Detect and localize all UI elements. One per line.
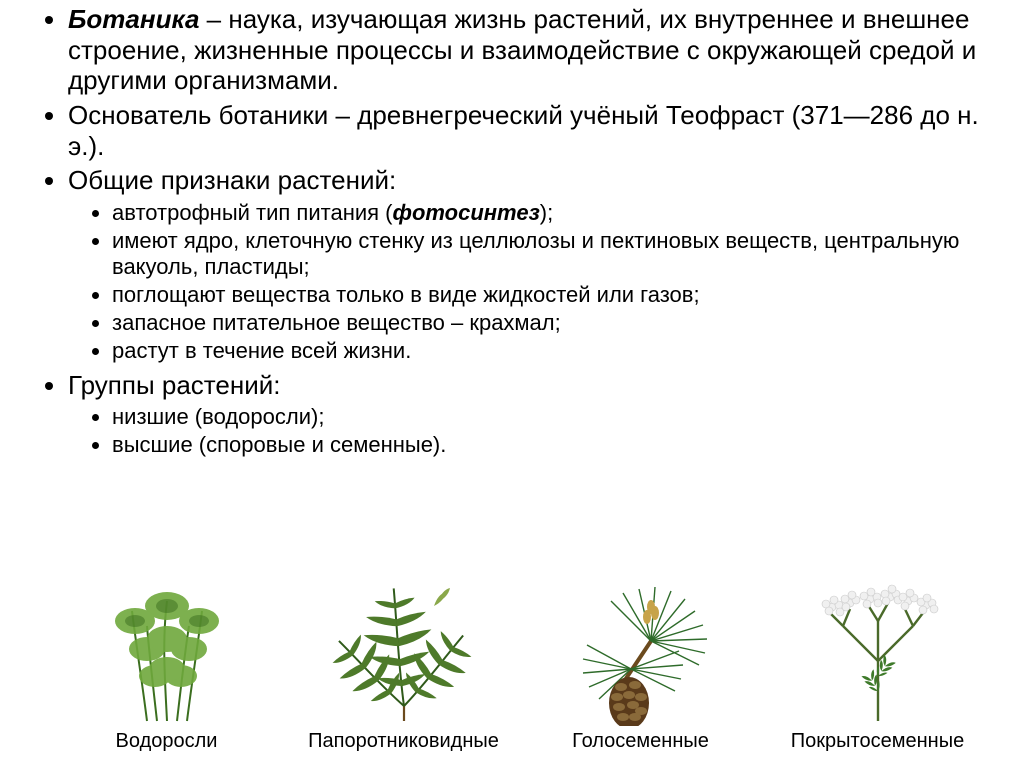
main-list: Ботаника – наука, изучающая жизнь растен… xyxy=(20,4,1004,458)
trait-cell-structure: имеют ядро, клеточную стенку из целлюлоз… xyxy=(112,228,1004,280)
term-photosynthesis: фотосинтез xyxy=(392,200,539,225)
trait-autotrophic-post: ); xyxy=(540,200,553,225)
botany-def-rest: – наука, изучающая жизнь растений, их вн… xyxy=(68,4,976,95)
group-higher: высшие (споровые и семенные). xyxy=(112,432,1004,458)
plant-illustrations-row: Водоросли xyxy=(60,571,984,753)
caption-algae: Водоросли xyxy=(116,730,218,753)
slide: Ботаника – наука, изучающая жизнь растен… xyxy=(0,0,1024,767)
traits-list: автотрофный тип питания (фотосинтез); им… xyxy=(68,200,1004,364)
plant-item-angiosperm: Покрытосеменные xyxy=(771,571,984,753)
trait-autotrophic-pre: автотрофный тип питания ( xyxy=(112,200,392,225)
algae-illustration xyxy=(77,571,257,726)
trait-absorption: поглощают вещества только в виде жидкост… xyxy=(112,282,1004,308)
groups-list: низшие (водоросли); высшие (споровые и с… xyxy=(68,404,1004,458)
fern-illustration xyxy=(314,571,494,726)
group-lower: низшие (водоросли); xyxy=(112,404,1004,430)
trait-growth: растут в течение всей жизни. xyxy=(112,338,1004,364)
bullet-groups-header: Группы растений: низшие (водоросли); выс… xyxy=(68,370,1004,459)
groups-header-text: Группы растений: xyxy=(68,370,280,400)
caption-gymnosperm: Голосеменные xyxy=(572,730,709,753)
plant-item-fern: Папоротниковидные xyxy=(297,571,510,753)
caption-angiosperm: Покрытосеменные xyxy=(791,730,964,753)
plant-item-algae: Водоросли xyxy=(60,571,273,753)
term-botanika: Ботаника xyxy=(68,4,199,34)
plant-item-gymnosperm: Голосеменные xyxy=(534,571,747,753)
trait-starch: запасное питательное вещество – крахмал; xyxy=(112,310,1004,336)
bullet-founder: Основатель ботаники – древнегреческий уч… xyxy=(68,100,1004,161)
bullet-botany-definition: Ботаника – наука, изучающая жизнь растен… xyxy=(68,4,1004,96)
caption-fern: Папоротниковидные xyxy=(308,730,499,753)
trait-autotrophic: автотрофный тип питания (фотосинтез); xyxy=(112,200,1004,226)
angiosperm-illustration xyxy=(788,571,968,726)
bullet-traits-header: Общие признаки растений: автотрофный тип… xyxy=(68,165,1004,363)
gymnosperm-illustration xyxy=(551,571,731,726)
traits-header-text: Общие признаки растений: xyxy=(68,165,396,195)
